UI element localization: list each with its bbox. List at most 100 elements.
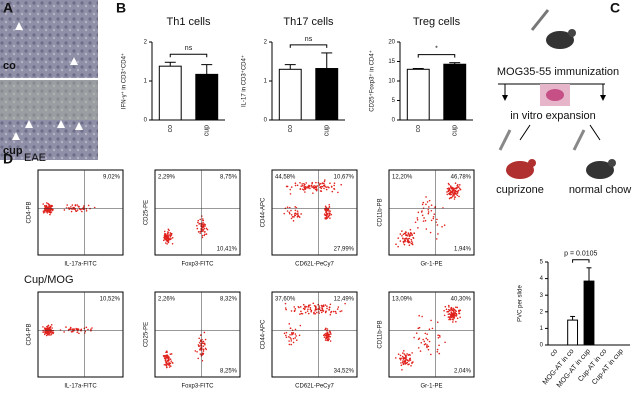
event-dot <box>407 233 410 235</box>
event-dot <box>197 219 200 222</box>
event-dot <box>437 233 439 235</box>
event-dot <box>454 187 456 190</box>
event-dot <box>50 211 53 213</box>
event-dot <box>418 337 421 340</box>
event-dot <box>397 353 400 356</box>
event-dot <box>203 331 206 334</box>
chart-title: Th17 cells <box>283 16 334 28</box>
event-dot <box>294 184 297 187</box>
quadrant-percent: 40,30% <box>451 297 472 303</box>
quadrant-percent: 8,32% <box>220 297 238 303</box>
panel-label: D <box>3 151 13 167</box>
event-dot <box>93 206 96 209</box>
quadrant-percent: 2,04% <box>454 369 472 375</box>
event-dot <box>333 182 336 184</box>
quadrant-percent: 34,52% <box>334 369 355 375</box>
event-dot <box>166 355 168 357</box>
event-dot <box>326 307 328 310</box>
event-dot <box>302 303 305 306</box>
event-dot <box>284 302 287 305</box>
x-tick-label: co <box>167 125 174 133</box>
event-dot <box>330 186 333 188</box>
event-dot <box>415 332 418 334</box>
event-dot <box>427 209 430 211</box>
event-dot <box>76 209 79 211</box>
event-dot <box>69 326 72 329</box>
event-dot <box>409 228 412 231</box>
event-dot <box>204 338 207 341</box>
flow-plot-frame <box>37 291 124 378</box>
event-dot <box>45 205 48 207</box>
event-dot <box>401 368 403 371</box>
event-dot <box>444 341 446 344</box>
event-dot <box>202 223 204 226</box>
event-dot <box>408 358 411 361</box>
event-dot <box>45 202 48 204</box>
micrograph <box>0 80 98 160</box>
event-dot <box>198 223 200 225</box>
event-dot <box>309 308 312 311</box>
event-dot <box>46 209 48 211</box>
event-dot <box>426 338 429 341</box>
event-dot <box>399 354 402 357</box>
event-dot <box>169 358 172 360</box>
event-dot <box>409 241 411 244</box>
event-dot <box>164 233 167 235</box>
event-dot <box>426 345 428 347</box>
event-dot <box>290 310 293 312</box>
bar <box>443 63 467 121</box>
event-dot <box>163 363 166 366</box>
event-dot <box>301 312 304 315</box>
event-dot <box>46 210 49 212</box>
y-tick-label: 1 <box>540 326 544 332</box>
event-dot <box>71 204 74 206</box>
event-dot <box>430 204 433 206</box>
event-dot <box>455 187 458 190</box>
bar <box>158 65 182 121</box>
event-dot <box>44 331 47 334</box>
x-tick-label: cup <box>324 125 331 136</box>
quadrant-percent: 27,99% <box>334 247 355 253</box>
event-dot <box>167 364 170 366</box>
event-dot <box>425 228 428 230</box>
event-dot <box>406 234 409 237</box>
event-dot <box>198 345 200 348</box>
diagram-step: cuprizone <box>496 184 544 196</box>
y-axis-label: IL-17 in CD3⁺CD4⁺ <box>241 55 248 107</box>
y-tick-label: 2 <box>264 40 268 46</box>
event-dot <box>288 211 291 214</box>
bar <box>406 68 430 121</box>
event-dot <box>295 335 297 337</box>
event-dot <box>324 304 327 306</box>
event-dot <box>201 218 204 220</box>
event-dot <box>170 234 173 236</box>
event-dot <box>171 237 174 239</box>
event-dot <box>293 309 296 312</box>
event-dot <box>91 327 93 329</box>
event-dot <box>450 314 452 317</box>
event-dot <box>70 330 73 333</box>
event-dot <box>289 193 292 195</box>
x-axis-label: Foxp3-FITC <box>181 262 214 268</box>
event-dot <box>327 335 330 338</box>
event-dot <box>165 361 168 363</box>
event-dot <box>417 347 420 349</box>
event-dot <box>408 363 410 365</box>
event-dot <box>424 343 427 345</box>
event-dot <box>323 336 326 339</box>
event-dot <box>294 182 297 185</box>
event-dot <box>319 185 322 188</box>
event-dot <box>324 311 327 314</box>
event-dot <box>324 334 327 337</box>
y-axis-label: CD44-APC <box>261 319 267 349</box>
y-tick-label: 2 <box>144 40 148 46</box>
event-dot <box>290 338 292 340</box>
quadrant-percent: 8,25% <box>220 369 238 375</box>
event-dot <box>296 213 298 215</box>
event-dot <box>411 352 413 354</box>
event-dot <box>459 316 461 319</box>
event-dot <box>196 351 198 353</box>
event-dot <box>325 211 328 214</box>
event-dot <box>307 186 310 189</box>
event-dot <box>297 215 299 217</box>
